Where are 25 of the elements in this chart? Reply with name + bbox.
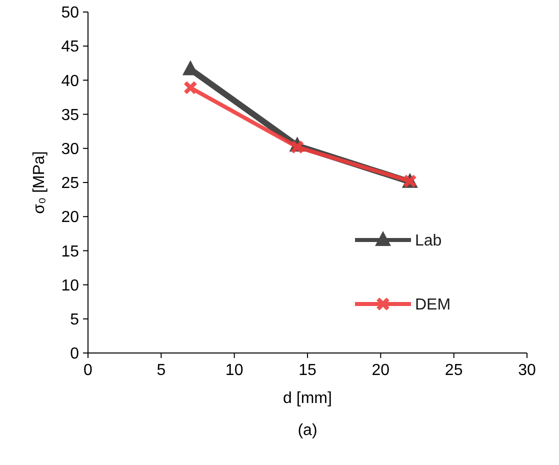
legend-label: Lab xyxy=(415,232,442,250)
x-tick-label: 15 xyxy=(298,362,316,379)
y-tick-label: 0 xyxy=(70,346,80,363)
y-tick-label: 15 xyxy=(61,243,80,260)
y-tick-label: 20 xyxy=(61,209,80,226)
y-tick-label: 40 xyxy=(61,72,80,90)
y-tick-label: 35 xyxy=(61,106,80,124)
point xyxy=(183,80,198,95)
x-tick-label: 20 xyxy=(372,362,390,379)
x-axis-title: d [mm] xyxy=(283,390,332,407)
y-tick-label: 25 xyxy=(61,175,80,192)
x-tick-label: 0 xyxy=(84,362,93,379)
x-tick-label: 10 xyxy=(225,362,244,379)
point xyxy=(290,140,304,154)
y-axis-title: σ₀ [MPa] xyxy=(31,151,48,214)
y-tick-label: 45 xyxy=(61,38,80,56)
y-tick-label: 30 xyxy=(61,141,80,158)
y-tick-label: 10 xyxy=(61,277,80,294)
x-tick-label: 5 xyxy=(156,362,166,379)
text: (a) xyxy=(298,422,318,439)
x-tick-label: 30 xyxy=(518,362,536,379)
legend-label: DEM xyxy=(415,296,451,314)
x-tick-label: 25 xyxy=(444,362,463,379)
y-tick-label: 5 xyxy=(70,312,80,328)
y-tick-label: 50 xyxy=(61,4,80,22)
